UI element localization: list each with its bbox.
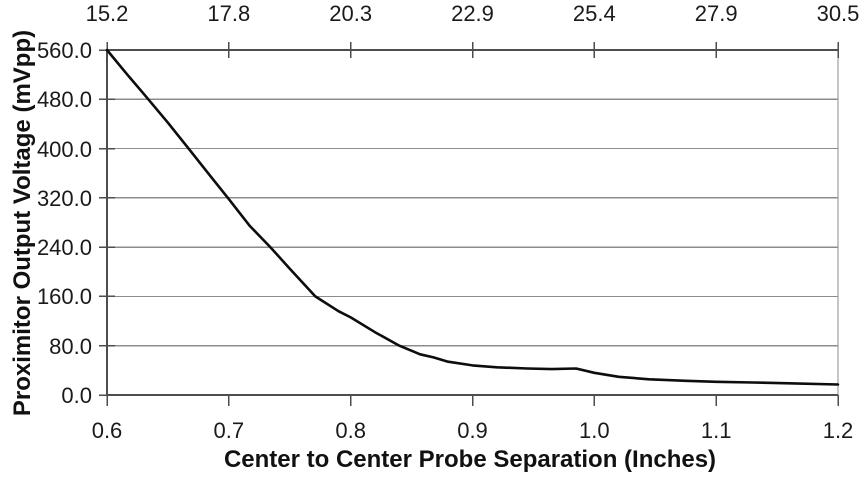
y-tick-label: 480.0 (36, 87, 92, 113)
y-tick-label: 0.0 (61, 383, 92, 408)
bottom-tick-label: 1.0 (579, 418, 610, 443)
bottom-tick-label: 1.1 (700, 418, 732, 443)
bottom-tick-label: 0.7 (213, 418, 245, 443)
y-axis-title: Proximitor Output Voltage (mVpp) (9, 29, 36, 417)
top-tick-label: 22.9 (451, 1, 494, 26)
top-tick-label: 17.8 (207, 1, 251, 26)
y-tick-label: 160.0 (36, 284, 92, 310)
bottom-tick-label: 1.2 (822, 418, 854, 443)
top-tick-label: 15.2 (85, 1, 129, 26)
y-tick-label: 560.0 (36, 38, 92, 63)
top-tick-label: 27.9 (694, 1, 738, 26)
top-tick-label: 30.5 (816, 1, 860, 26)
data-series-line (105, 48, 840, 386)
y-tick-label: 80.0 (49, 333, 92, 359)
bottom-tick-label: 0.6 (91, 418, 123, 443)
y-tick-label: 240.0 (36, 235, 92, 261)
bottom-tick-label: 0.9 (457, 418, 488, 443)
top-tick-label: 20.3 (329, 1, 373, 26)
x-axis-title: Center to Center Probe Separation (Inche… (223, 446, 717, 473)
y-tick-label: 400.0 (36, 136, 92, 162)
top-tick-label: 25.4 (572, 1, 616, 26)
y-tick-label: 320.0 (36, 185, 92, 211)
bottom-tick-label: 0.8 (335, 418, 366, 443)
